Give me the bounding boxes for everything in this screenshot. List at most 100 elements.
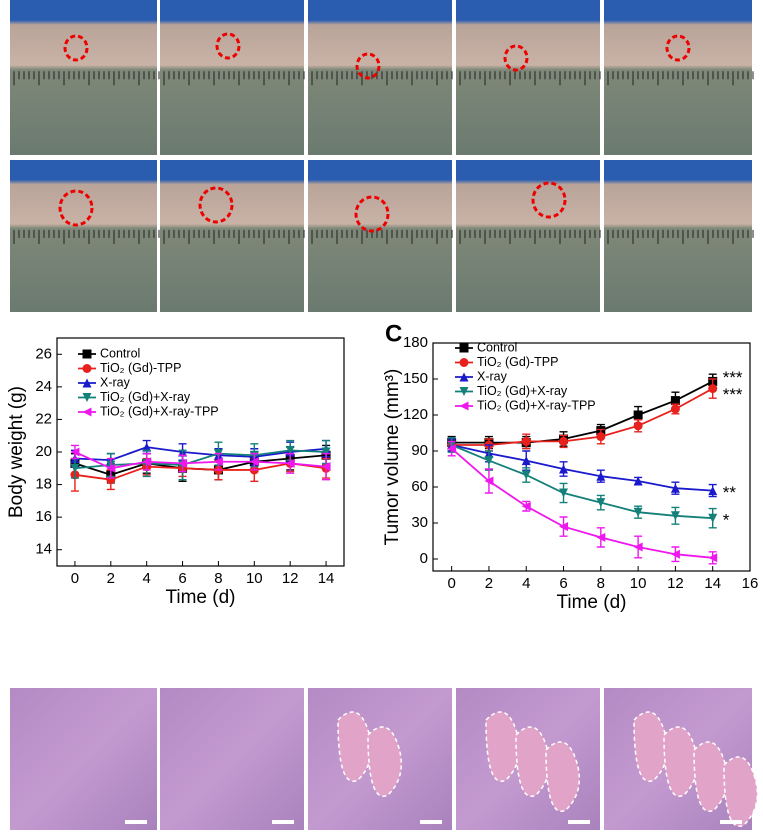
legend-label: TiO₂ (Gd)+X-ray-TPP: [100, 404, 219, 418]
marker: [633, 507, 643, 517]
scale-bar: [568, 820, 590, 824]
marker: [670, 396, 680, 406]
marker: [596, 532, 606, 542]
marker: [521, 470, 531, 480]
panel-label: C: [385, 320, 402, 347]
y-tick-label: 26: [35, 345, 52, 362]
marker: [285, 458, 295, 468]
scale-bar: [125, 820, 147, 824]
x-tick-label: 14: [318, 570, 335, 587]
series-line: [451, 387, 714, 446]
tumor-outline: [58, 189, 94, 227]
x-tick-label: 0: [71, 570, 79, 587]
marker: [459, 401, 469, 411]
tumor-outline: [354, 195, 390, 233]
y-tick-label: 60: [411, 478, 428, 495]
legend-label: X-ray: [100, 375, 131, 389]
marker: [633, 410, 643, 420]
marker: [142, 457, 152, 467]
x-tick-label: 10: [630, 575, 647, 592]
x-tick-label: 2: [485, 575, 493, 592]
marker: [459, 387, 469, 396]
marker: [670, 404, 680, 414]
tumor-outline: [665, 34, 691, 62]
marker: [670, 549, 680, 559]
marker: [521, 501, 531, 511]
legend-label: TiO₂ (Gd)-TPP: [100, 361, 181, 375]
y-tick-label: 18: [35, 476, 52, 493]
x-tick-label: 6: [559, 575, 567, 592]
marker: [459, 372, 469, 382]
series-line: [451, 444, 713, 520]
marker: [670, 483, 680, 493]
marker: [82, 364, 92, 373]
marker: [633, 476, 643, 486]
y-axis-label: Body weight (g): [6, 386, 27, 518]
marker: [633, 421, 643, 431]
photo-grid: [10, 0, 759, 830]
tumor-outline: [63, 34, 89, 62]
necrosis-outline: [545, 741, 581, 812]
marker: [708, 384, 718, 394]
legend-label: Control: [477, 340, 517, 354]
marker: [106, 463, 116, 473]
x-tick-label: 2: [107, 570, 115, 587]
significance-label: **: [723, 483, 737, 502]
marker: [321, 462, 331, 472]
marker: [596, 432, 606, 442]
series-line: [451, 447, 713, 559]
photo: [160, 160, 304, 312]
necrosis-outline: [367, 726, 403, 797]
marker: [559, 522, 569, 532]
necrosis-outline: [693, 741, 729, 812]
marker: [484, 476, 494, 486]
significance-label: *: [723, 511, 730, 530]
legend-label: Control: [100, 346, 140, 360]
legend-label: TiO₂ (Gd)-TPP: [477, 355, 558, 369]
y-tick-label: 180: [403, 334, 428, 351]
legend-label: TiO₂ (Gd)+X-ray-TPP: [477, 398, 596, 412]
x-axis-label: Time (d): [165, 587, 235, 608]
marker: [249, 457, 259, 467]
marker: [142, 442, 152, 452]
necrosis-outline: [663, 726, 699, 797]
photo: [456, 0, 600, 155]
y-tick-label: 16: [35, 508, 52, 525]
marker: [559, 436, 569, 446]
series-line: [451, 380, 714, 444]
legend-label: TiO₂ (Gd)+X-ray: [477, 384, 568, 398]
x-axis-label: Time (d): [556, 592, 626, 613]
series-line: [74, 451, 327, 470]
x-tick-label: 12: [667, 575, 684, 592]
series-line: [451, 444, 713, 492]
series-line: [74, 462, 327, 481]
scale-bar: [720, 820, 742, 824]
y-axis-label: Tumor volume (mm³): [382, 369, 403, 546]
x-tick-label: 4: [143, 570, 151, 587]
series-line: [74, 449, 327, 470]
x-tick-label: 4: [522, 575, 530, 592]
photo: [308, 160, 452, 312]
scale-bar: [420, 820, 442, 824]
necrosis-outline: [633, 711, 669, 782]
y-tick-label: 0: [420, 550, 428, 567]
y-tick-label: 120: [403, 406, 428, 423]
chart: 0 30 60 90 120 150 180 0 2 4 6 8 10 12 14 16 Time (d) Tum…: [382, 320, 758, 613]
necrosis-outline: [485, 711, 521, 782]
y-tick-label: 14: [35, 541, 52, 558]
marker: [82, 378, 92, 388]
marker: [82, 393, 92, 402]
x-tick-label: 8: [597, 575, 605, 592]
marker: [82, 349, 92, 359]
x-tick-label: 14: [704, 575, 721, 592]
marker: [459, 358, 469, 367]
tumor-outline: [198, 186, 234, 224]
plot-frame: [432, 342, 751, 572]
marker: [596, 498, 606, 508]
y-tick-label: 30: [411, 514, 428, 531]
significance-label: ***: [723, 368, 743, 387]
marker: [447, 444, 457, 454]
marker: [521, 456, 531, 466]
